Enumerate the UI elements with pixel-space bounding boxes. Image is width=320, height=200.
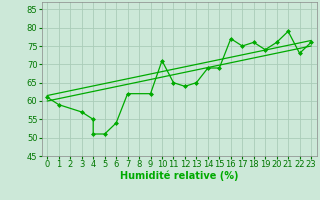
X-axis label: Humidité relative (%): Humidité relative (%) [120, 171, 238, 181]
